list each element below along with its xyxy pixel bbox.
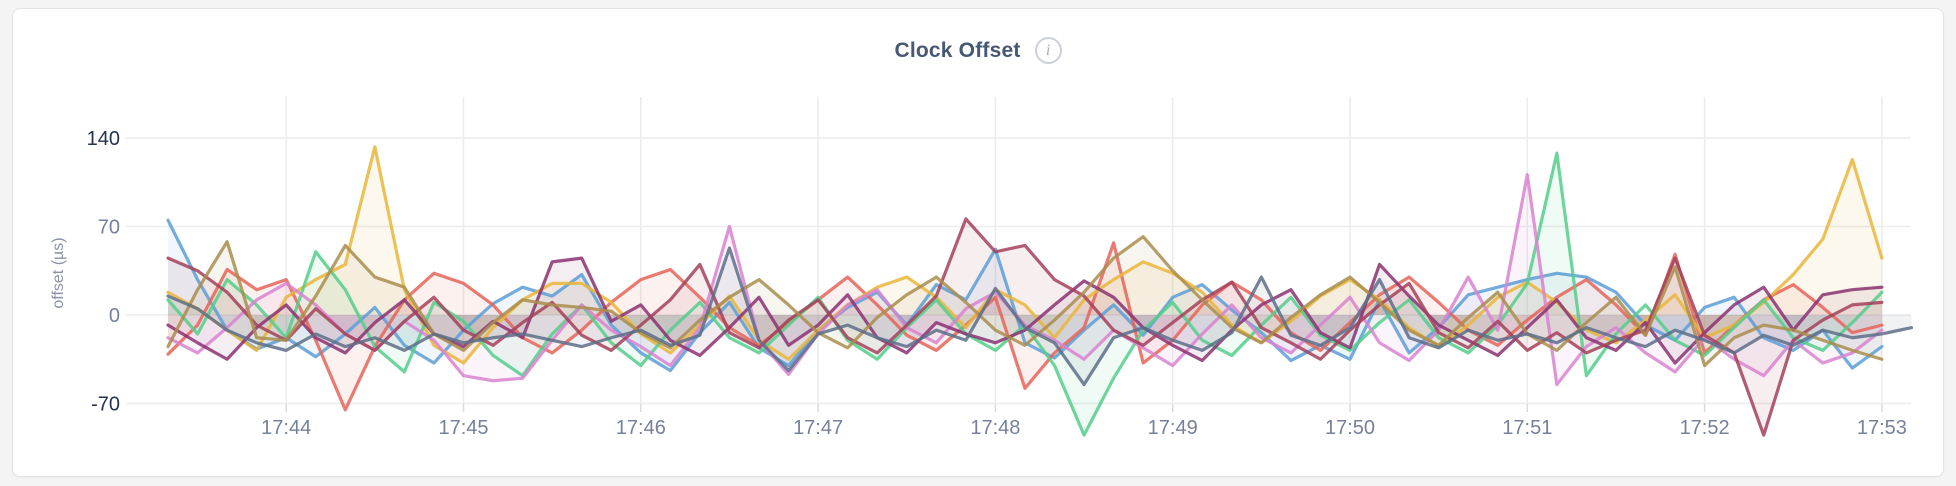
clock-offset-chart[interactable]: 140 70 0 -70 17:44 17:45 17:46 17:47 17:48 17:49 1… <box>13 9 1945 478</box>
y-tick-label: 0 <box>109 305 120 327</box>
line-series-3 <box>166 145 1884 365</box>
x-tick-label: 17:50 <box>1325 417 1375 439</box>
info-icon[interactable]: i <box>1034 37 1062 64</box>
chart-card: Clock Offset i offset (µs) 140 70 0 -70 17:4… <box>12 8 1944 477</box>
x-tick-label: 17:44 <box>261 417 311 439</box>
x-tick-label: 17:46 <box>616 417 666 439</box>
line-series-6 <box>166 256 1884 365</box>
x-tick-label: 17:45 <box>438 417 488 439</box>
line-series-8 <box>166 235 1884 368</box>
y-tick-label: 70 <box>98 216 120 238</box>
series-lines <box>166 145 1914 437</box>
x-tick-label: 17:51 <box>1502 417 1552 439</box>
axis-tick-labels: 140 70 0 -70 17:44 17:45 17:46 17:47 17:48 17:49 1… <box>87 128 1907 439</box>
line-series-7 <box>166 217 1884 437</box>
area-series-4 <box>168 153 1882 436</box>
x-tick-label: 17:52 <box>1680 417 1730 439</box>
line-series-9 <box>166 246 1914 387</box>
y-tick-label: 140 <box>87 128 120 150</box>
chart-header: Clock Offset i <box>13 37 1943 64</box>
x-tick-label: 17:47 <box>793 417 843 439</box>
x-tick-label: 17:49 <box>1148 417 1198 439</box>
y-tick-label: -70 <box>91 394 120 416</box>
x-tick-label: 17:53 <box>1857 417 1907 439</box>
area-series-7 <box>168 218 1882 436</box>
x-tick-label: 17:48 <box>970 417 1020 439</box>
series-areas <box>168 146 1912 436</box>
line-series-2 <box>166 241 1884 412</box>
page-title: Clock Offset <box>894 38 1021 62</box>
area-series-5 <box>168 174 1882 385</box>
